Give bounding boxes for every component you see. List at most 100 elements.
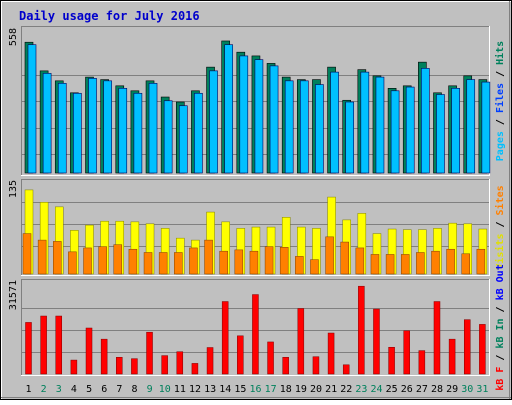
bar-kb-f: [418, 350, 426, 375]
bar-sites: [279, 247, 289, 275]
bar-kb-f: [342, 364, 350, 375]
x-tick-label: 4: [71, 384, 77, 395]
x-tick-label: 8: [131, 384, 137, 395]
x-tick-label: 25: [386, 384, 398, 395]
bar-kb-f: [448, 338, 456, 375]
legend-label: kB In: [495, 318, 506, 348]
bar-files: [345, 101, 355, 174]
panel-legend: Pages / Files / Hits: [494, 41, 506, 161]
x-tick-label: 31: [476, 384, 488, 395]
bar-sites: [446, 248, 455, 275]
bar-kb-f: [100, 338, 108, 375]
bar-files: [133, 92, 143, 174]
bar-files: [73, 92, 82, 174]
bar-sites: [264, 246, 274, 275]
bar-kb-f: [297, 308, 305, 375]
x-tick-label: 24: [371, 384, 383, 395]
bar-files: [57, 83, 67, 174]
bar-files: [163, 100, 173, 174]
bar-kb-f: [191, 363, 199, 375]
bar-kb-f: [55, 315, 63, 375]
x-tick-label: 28: [431, 384, 443, 395]
bar-sites: [113, 244, 123, 275]
bar-files: [481, 81, 491, 174]
x-tick-label: 11: [174, 384, 186, 395]
bar-sites: [370, 254, 380, 275]
bar-kb-f: [116, 357, 123, 375]
bar-files: [421, 68, 430, 174]
x-tick-label: 2: [41, 384, 47, 395]
bar-sites: [325, 236, 334, 275]
bar-kb-f: [40, 315, 47, 375]
x-tick-label: 15: [234, 384, 246, 395]
bar-files: [148, 83, 158, 174]
legend-label: Pages: [495, 131, 506, 161]
panel-kbytes: 31571 kB F / kB In / kB Out: [8, 264, 506, 390]
panel-hits-files-pages: 558 Pages / Files / Hits: [8, 26, 506, 176]
bar-kb-f: [221, 301, 229, 375]
bar-sites: [355, 247, 365, 275]
bar-kb-f: [70, 359, 78, 375]
bar-kb-f: [237, 335, 244, 375]
bar-sites: [83, 247, 92, 275]
bar-sites: [416, 252, 425, 275]
bar-sites: [295, 256, 304, 275]
x-tick-label: 3: [56, 384, 62, 395]
x-tick-label: 20: [310, 384, 322, 395]
x-tick-label: 19: [295, 384, 307, 395]
legend-label: kB Out: [495, 264, 506, 300]
bar-sites: [204, 239, 213, 275]
bar-files: [103, 80, 112, 174]
bar-sites: [431, 250, 440, 275]
bar-files: [375, 76, 385, 174]
bar-files: [390, 90, 400, 174]
legend-label: Files: [494, 83, 506, 113]
bar-kb-f: [267, 341, 274, 375]
panel-legend: Visits / Sites: [494, 185, 506, 269]
bar-files: [405, 86, 415, 174]
x-tick-label: 26: [401, 384, 413, 395]
bar-sites: [249, 250, 259, 275]
bar-kb-f: [373, 308, 380, 375]
x-tick-label: 5: [86, 384, 92, 395]
bar-kb-f: [25, 322, 32, 375]
legend-separator: /: [495, 113, 506, 131]
bar-files: [300, 80, 309, 174]
bar-files: [224, 44, 233, 174]
bar-sites: [310, 259, 319, 275]
bar-sites: [37, 239, 47, 275]
bar-kb-f: [312, 356, 320, 375]
bar-sites: [234, 249, 244, 275]
x-axis-labels: 1 2 3 4 5 6 7 8 9 10 11 12 13 14 15 16 17 18 19 20 21 22 23 24 2…: [26, 384, 489, 395]
x-tick-label: 12: [189, 384, 201, 395]
panel-visits-sites: 135 Visits / Sites: [8, 179, 506, 276]
bar-sites: [219, 250, 228, 275]
bar-kb-f: [479, 324, 486, 375]
x-tick-label: 27: [416, 384, 428, 395]
bar-files: [194, 92, 203, 174]
bar-kb-f: [206, 347, 214, 375]
bar-sites: [128, 248, 138, 275]
bar-files: [330, 71, 339, 174]
y-max-label: 135: [8, 180, 19, 198]
bar-kb-f: [161, 355, 168, 375]
x-tick-label: 13: [204, 384, 216, 395]
bar-files: [254, 59, 264, 174]
bar-sites: [98, 246, 107, 275]
bar-files: [88, 78, 97, 174]
bar-files: [178, 105, 188, 174]
bar-sites: [143, 252, 153, 275]
bar-kb-f: [176, 351, 184, 375]
bar-files: [209, 70, 218, 174]
bar-files: [42, 73, 52, 174]
x-tick-label: 30: [461, 384, 473, 395]
y-max-label: 558: [8, 28, 19, 46]
bar-sites: [53, 241, 62, 275]
bar-sites: [22, 233, 32, 275]
x-tick-label: 1: [26, 384, 32, 395]
legend-separator: /: [495, 300, 506, 318]
x-tick-label: 10: [159, 384, 171, 395]
bar-files: [360, 71, 370, 174]
bar-files: [451, 88, 460, 174]
x-tick-label: 18: [280, 384, 292, 395]
